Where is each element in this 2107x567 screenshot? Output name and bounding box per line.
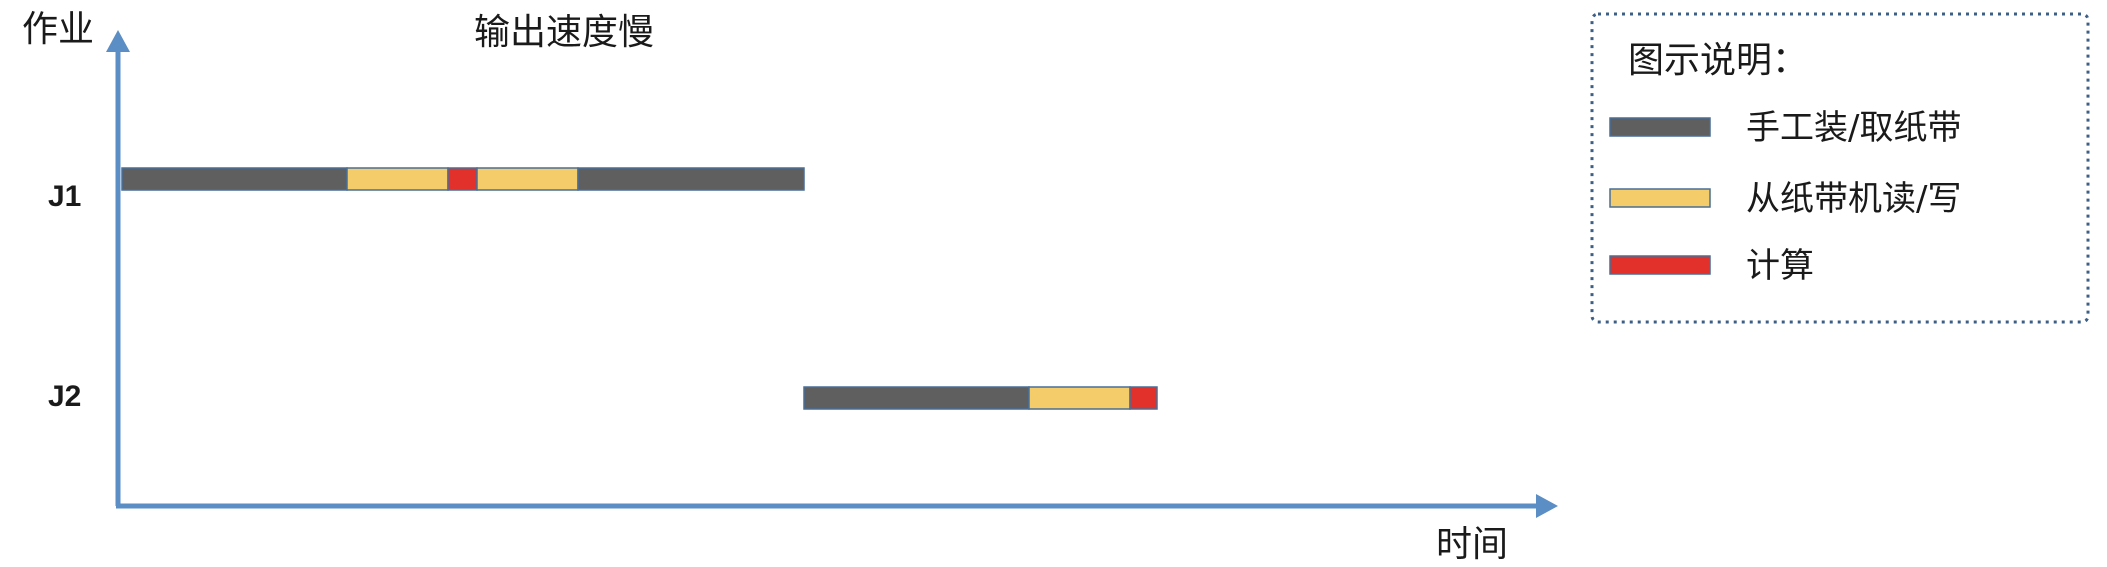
job-j1-segment-manual: [121, 167, 348, 191]
legend-frame: [1590, 12, 2090, 324]
job-j2-segment-tape: [1028, 386, 1131, 410]
diagram-title: 输出速度慢: [474, 12, 654, 53]
x-axis-arrow-icon: [1536, 494, 1558, 518]
legend: 图示说明： 手工装/取纸带 从纸带机读/写 计算: [1590, 12, 2090, 324]
axes: [106, 30, 1558, 518]
job-j1-segment-tape: [476, 167, 579, 191]
job-j2-segment-compute: [1129, 386, 1158, 410]
y-axis-label: 作业: [22, 9, 94, 50]
legend-label-compute: 计算: [1746, 246, 1814, 286]
job-label-j1: J1: [48, 180, 81, 213]
job-j1-segment-compute: [447, 167, 478, 191]
y-axis-arrow-icon: [106, 30, 130, 52]
job-label-j2: J2: [48, 380, 81, 413]
legend-swatch-compute: [1609, 255, 1711, 275]
legend-label-manual: 手工装/取纸带: [1746, 108, 1961, 148]
job-j2-segment-manual: [803, 386, 1030, 410]
legend-title: 图示说明：: [1628, 40, 1808, 81]
timeline-bars: [121, 167, 1158, 410]
job-j1-segment-tape: [346, 167, 449, 191]
legend-label-tape: 从纸带机读/写: [1746, 179, 1961, 219]
legend-swatch-manual: [1609, 117, 1711, 137]
x-axis-label: 时间: [1436, 524, 1508, 565]
legend-swatch-tape: [1609, 188, 1711, 208]
job-j1-segment-manual: [577, 167, 805, 191]
